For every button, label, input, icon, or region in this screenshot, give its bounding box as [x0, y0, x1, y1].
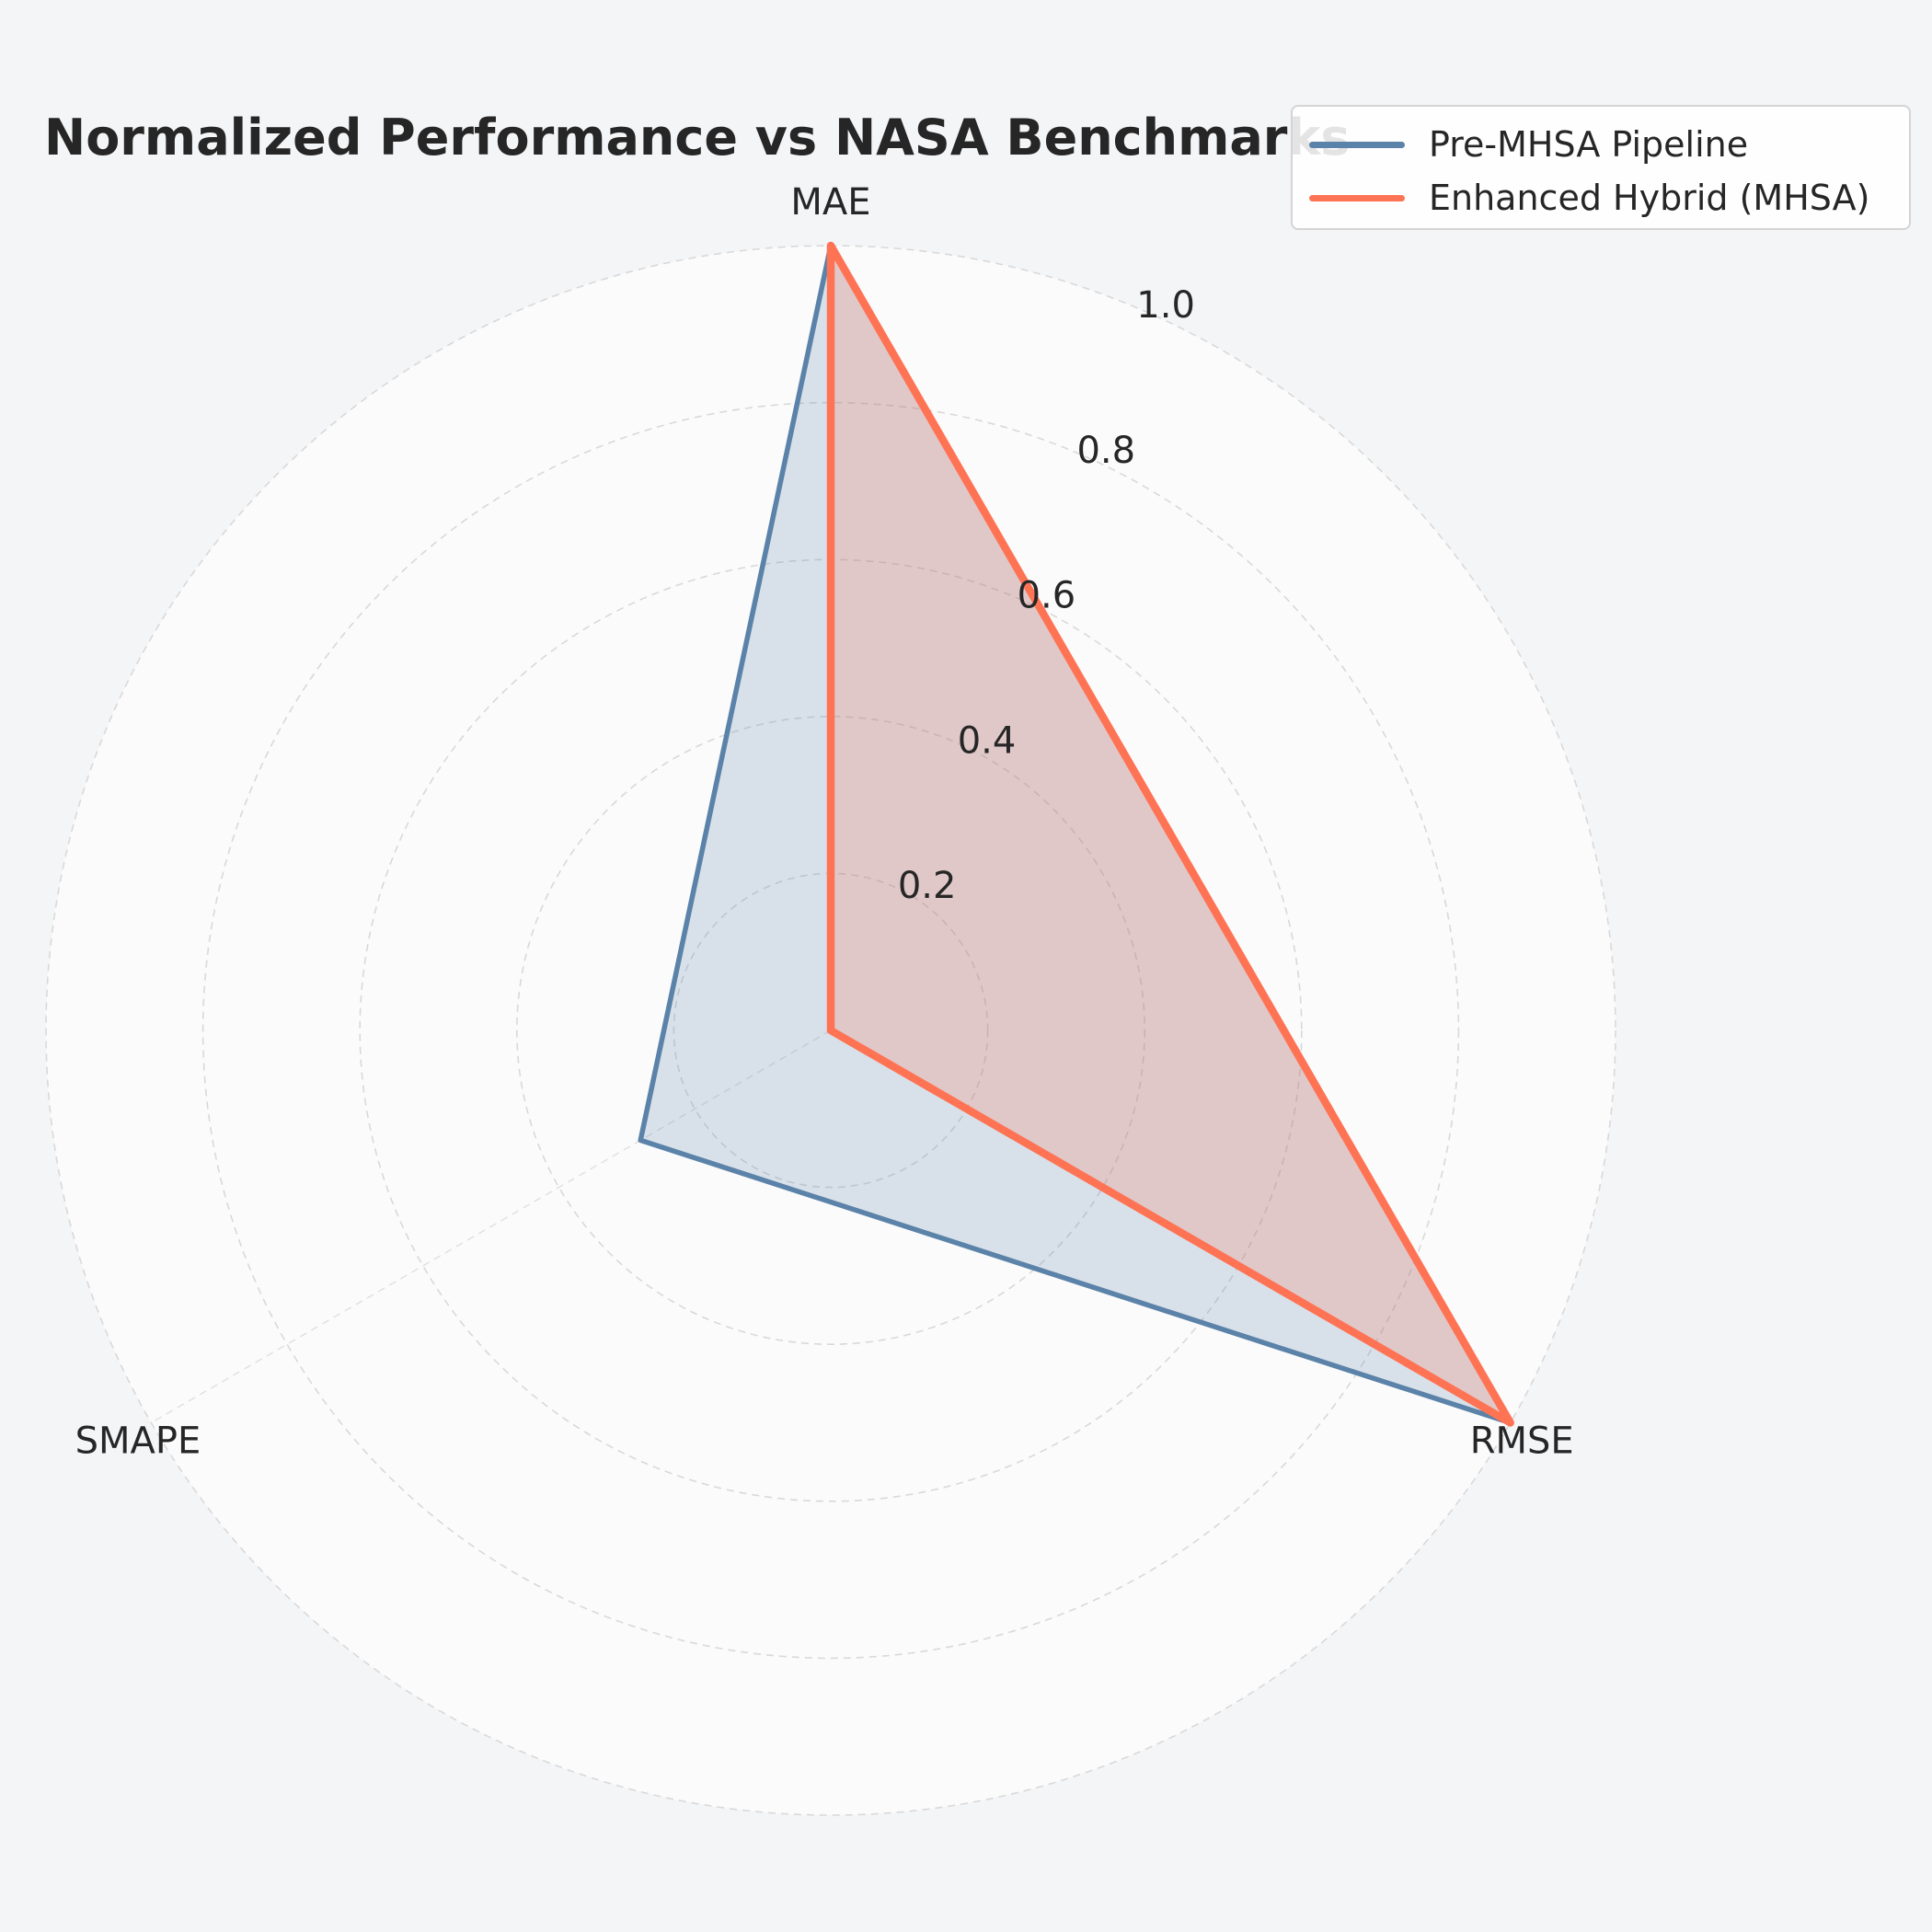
radial-tick-label: 0.8: [1076, 430, 1135, 472]
axis-label-smape: SMAPE: [75, 1420, 201, 1463]
legend-label: Pre-MHSA Pipeline: [1429, 124, 1749, 165]
legend-label: Enhanced Hybrid (MHSA): [1429, 178, 1870, 218]
series-area-1: [640, 246, 1511, 1423]
axis-label-mae: MAE: [790, 181, 870, 224]
radial-tick-label: 0.6: [1018, 575, 1076, 617]
legend-swatch: [1309, 141, 1405, 148]
radial-tick-label: 1.0: [1136, 284, 1195, 327]
series-layer: [638, 241, 1514, 1427]
axis-label-rmse: RMSE: [1470, 1420, 1574, 1463]
grid-ring-2: [515, 715, 1146, 1346]
legend: Pre-MHSA Pipeline Enhanced Hybrid (MHSA): [1291, 105, 1911, 230]
legend-swatch: [1309, 194, 1405, 201]
grid-ring-4: [201, 401, 1460, 1660]
legend-item-1: Pre-MHSA Pipeline: [1309, 118, 1892, 171]
spoke-smape: [150, 1029, 832, 1424]
series-line-2: [826, 241, 1514, 1427]
radial-tick-label: 0.2: [898, 865, 957, 907]
radial-tick-label: 0.4: [958, 719, 1017, 762]
chart-title: Normalized Performance vs NASA Benchmark…: [44, 109, 1351, 167]
legend-item-2: Enhanced Hybrid (MHSA): [1309, 171, 1892, 224]
label-layer: 0.2 0.4 0.6 0.8 1.0 MAE RMSE SMAPE: [75, 181, 1574, 1463]
